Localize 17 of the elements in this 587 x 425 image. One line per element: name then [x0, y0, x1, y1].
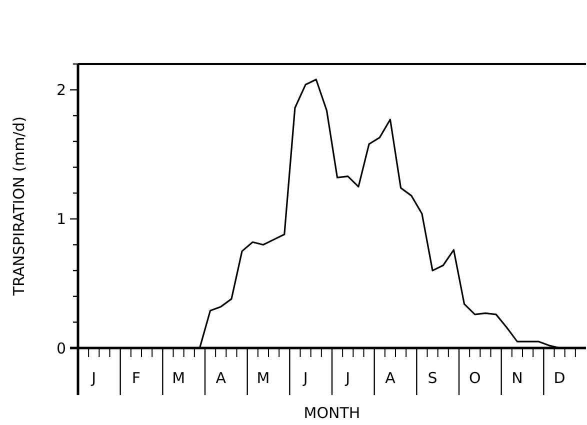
x-tick-label: M: [256, 369, 270, 387]
x-tick-label: J: [90, 369, 96, 387]
x-tick-label: F: [132, 369, 141, 387]
x-tick-label: J: [302, 369, 308, 387]
x-tick-label: M: [172, 369, 186, 387]
x-tick-label: S: [428, 369, 438, 387]
y-tick-label: 2: [56, 81, 66, 100]
x-tick-label: D: [554, 369, 566, 387]
y-tick-label: 0: [56, 339, 66, 358]
y-axis-title: TRANSPIRATION (mm/d): [10, 116, 28, 297]
x-tick-label: J: [344, 369, 350, 387]
x-axis-title: MONTH: [304, 404, 360, 422]
x-tick-label: N: [512, 369, 523, 387]
x-tick-label: A: [216, 369, 227, 387]
x-tick-label: A: [385, 369, 396, 387]
x-tick-label: O: [468, 369, 481, 387]
y-tick-label: 1: [56, 210, 66, 228]
